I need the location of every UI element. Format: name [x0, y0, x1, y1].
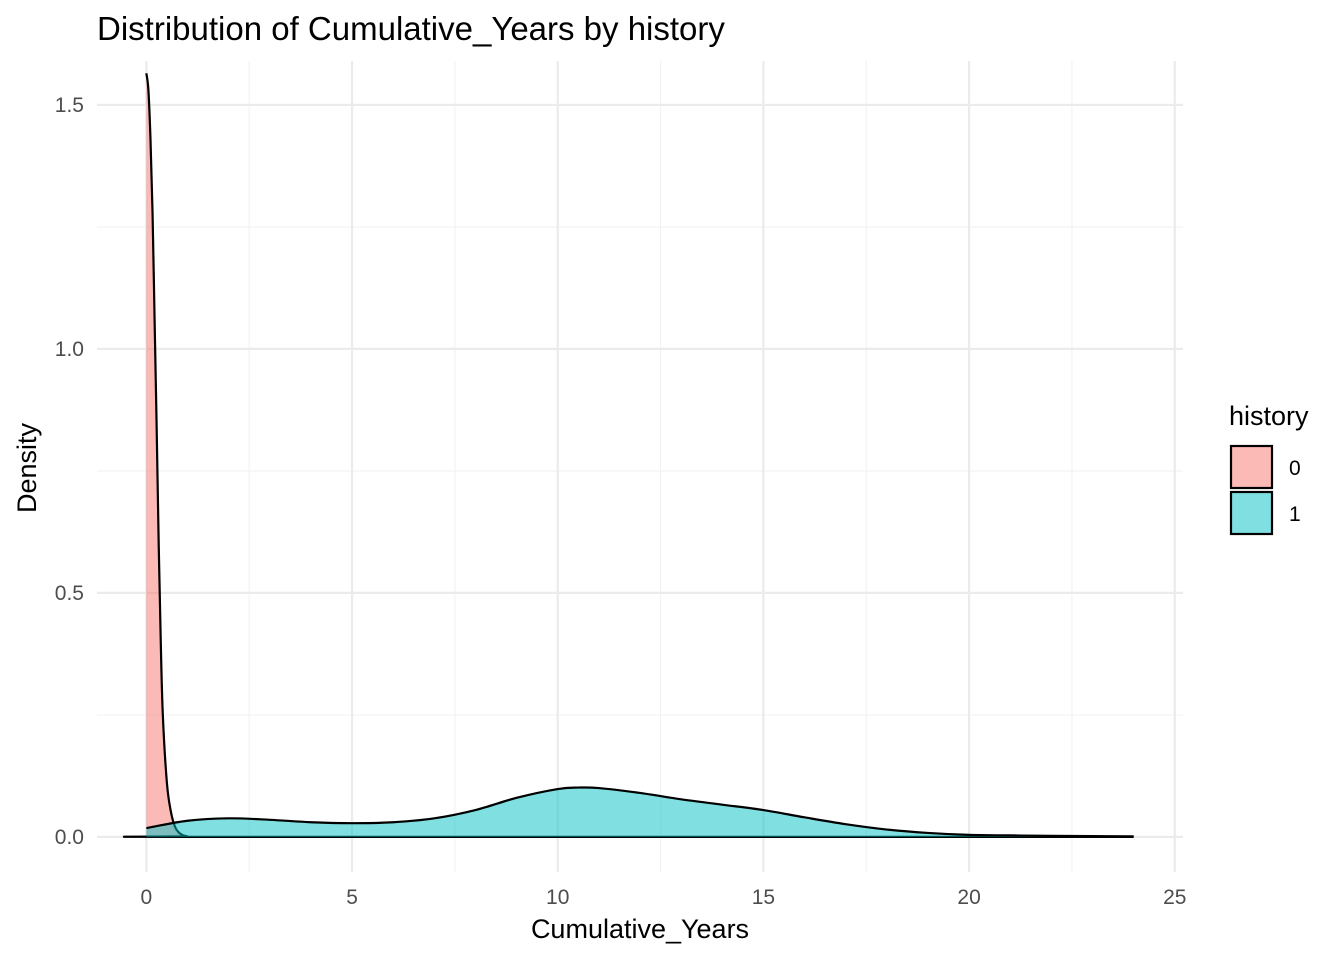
legend-key-history-1 [1229, 490, 1274, 536]
series-layer [122, 73, 1134, 839]
y-axis-title: Density [12, 422, 42, 513]
chart-title: Distribution of Cumulative_Years by hist… [97, 10, 725, 47]
x-tick-label: 0 [141, 886, 153, 909]
x-tick-label: 20 [957, 886, 980, 909]
legend-label-history-1: 1 [1289, 503, 1301, 526]
x-tick-label: 10 [546, 886, 569, 909]
legend-items: 01 [1229, 444, 1301, 536]
y-tick-label: 0.0 [55, 826, 84, 849]
x-tick-label: 25 [1163, 886, 1186, 909]
legend-title: history [1229, 401, 1309, 431]
legend-key-history-0 [1229, 444, 1274, 490]
density-line-history-1 [146, 786, 1134, 838]
y-tick-label: 1.0 [55, 338, 84, 361]
density-area-history-1 [146, 787, 1134, 837]
y-axis-ticks: 0.0 0.5 1.0 1.5 [55, 94, 84, 849]
x-tick-label: 5 [346, 886, 358, 909]
y-tick-label: 1.5 [55, 94, 84, 117]
legend-label-history-0: 0 [1289, 457, 1301, 480]
x-axis-title: Cumulative_Years [531, 914, 749, 944]
y-tick-label: 0.5 [55, 582, 84, 605]
x-tick-label: 15 [752, 886, 775, 909]
x-axis-ticks: 0 5 10 15 20 25 [141, 886, 1187, 909]
legend: history 01 [1229, 401, 1309, 536]
